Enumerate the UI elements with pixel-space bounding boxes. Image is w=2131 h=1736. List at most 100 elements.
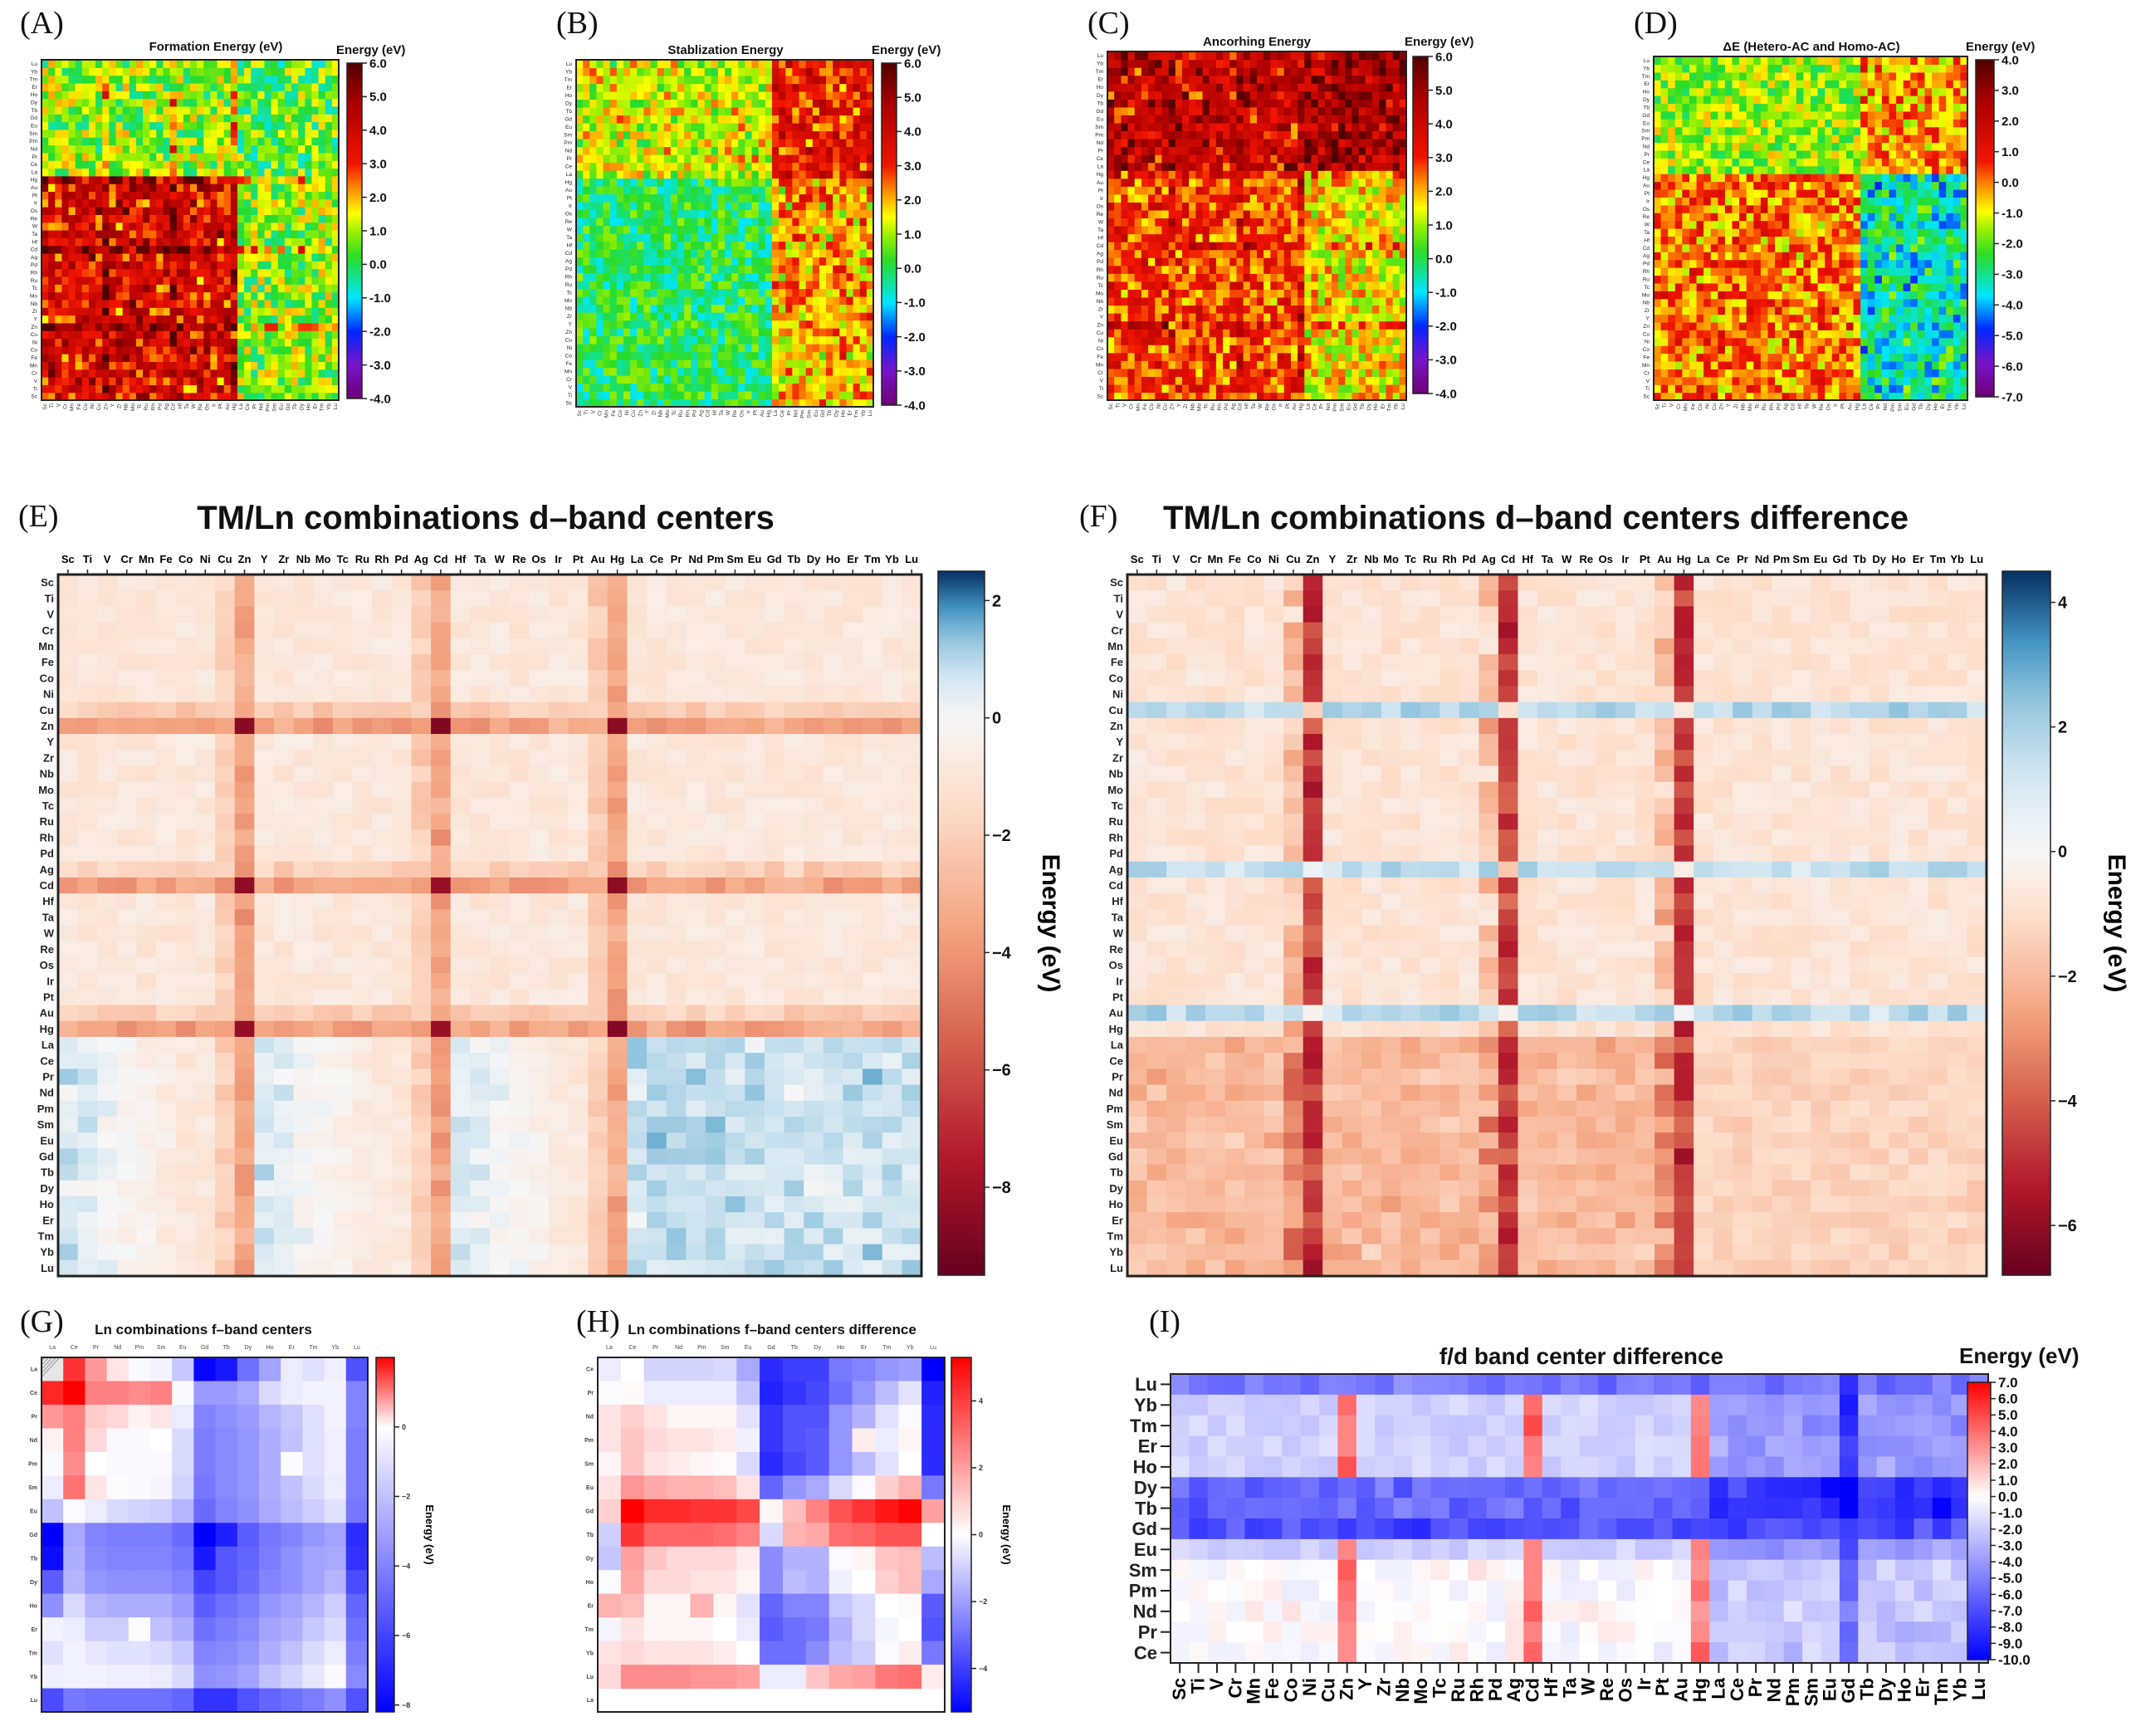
heatmap-cell xyxy=(163,175,171,184)
heatmap-cell xyxy=(616,272,624,281)
heatmap-cell xyxy=(284,152,292,161)
heatmap-cell xyxy=(1175,296,1183,306)
col-tick-label: Dy xyxy=(299,403,305,410)
heatmap-cell xyxy=(630,123,638,132)
heatmap-cell xyxy=(48,354,56,363)
heatmap-cell xyxy=(846,115,854,124)
heatmap-cell xyxy=(318,345,326,355)
heatmap-cell xyxy=(284,191,292,200)
heatmap-cell xyxy=(1141,289,1149,298)
heatmap-cell xyxy=(583,296,590,306)
heatmap-cell xyxy=(637,115,644,124)
heatmap-cell xyxy=(717,367,726,376)
heatmap-cell xyxy=(1195,296,1204,306)
heatmap-cell xyxy=(650,249,658,258)
heatmap-cell xyxy=(156,198,164,208)
heatmap-cell xyxy=(271,183,279,193)
col-tick-label: Hf xyxy=(712,410,718,416)
heatmap-cell xyxy=(95,338,103,347)
heatmap-cell xyxy=(779,186,786,195)
heatmap-cell xyxy=(670,193,678,203)
heatmap-cell xyxy=(1175,368,1183,377)
heatmap-cell xyxy=(765,272,773,281)
heatmap-cell xyxy=(657,375,665,384)
heatmap-cell xyxy=(663,123,672,132)
heatmap-cell xyxy=(751,170,760,179)
heatmap-cell xyxy=(1249,265,1258,274)
heatmap-cell xyxy=(1386,289,1394,298)
heatmap-cell xyxy=(81,98,90,107)
heatmap-cell xyxy=(799,241,807,250)
heatmap-cell xyxy=(298,338,305,347)
heatmap-cell xyxy=(1189,273,1196,282)
heatmap-cell xyxy=(758,209,766,218)
heatmap-cell xyxy=(1182,392,1190,401)
heatmap-cell xyxy=(271,207,279,215)
heatmap-cell xyxy=(135,168,144,177)
colorbar-tick-label: 4.0 xyxy=(904,125,921,139)
heatmap-cell xyxy=(833,367,840,376)
heatmap-cell xyxy=(779,193,786,203)
heatmap-cell xyxy=(55,392,63,401)
row-tick-label: Ti xyxy=(33,386,37,392)
heatmap-cell xyxy=(771,218,780,227)
heatmap-cell xyxy=(135,137,144,146)
heatmap-cell xyxy=(257,245,266,254)
row-tick-label: Cr xyxy=(32,371,38,377)
heatmap-cell xyxy=(122,299,130,308)
heatmap-cell xyxy=(785,225,793,234)
heatmap-cell xyxy=(812,91,820,100)
heatmap-cell xyxy=(745,351,753,360)
heatmap-cell xyxy=(717,265,726,274)
heatmap-cell xyxy=(244,345,252,355)
heatmap-cell xyxy=(623,186,631,195)
heatmap-cell xyxy=(75,98,83,107)
heatmap-cell xyxy=(805,391,814,400)
heatmap-cell xyxy=(583,312,590,321)
heatmap-cell xyxy=(826,76,833,85)
heatmap-cell xyxy=(1257,329,1264,338)
heatmap-cell xyxy=(765,296,773,306)
heatmap-cell xyxy=(169,284,178,293)
heatmap-cell xyxy=(866,115,874,124)
heatmap-cell xyxy=(576,391,584,400)
heatmap-cell xyxy=(677,375,685,384)
heatmap-cell xyxy=(183,284,191,293)
heatmap-cell xyxy=(697,60,706,69)
heatmap-cell xyxy=(1263,360,1271,369)
heatmap-cell xyxy=(115,222,124,231)
heatmap-cell xyxy=(812,193,820,203)
heatmap-cell xyxy=(284,299,292,308)
heatmap-cell xyxy=(1229,265,1238,274)
heatmap-cell xyxy=(163,377,171,385)
heatmap-cell xyxy=(1277,289,1285,298)
heatmap-cell xyxy=(1182,345,1190,354)
heatmap-cell xyxy=(1392,352,1400,361)
heatmap-cell xyxy=(1379,336,1387,345)
heatmap-cell xyxy=(331,230,340,238)
heatmap-cell xyxy=(217,307,225,316)
heatmap-cell xyxy=(758,257,766,266)
heatmap-cell xyxy=(1215,273,1224,282)
heatmap-cell xyxy=(670,281,678,290)
heatmap-cell xyxy=(1365,265,1373,274)
heatmap-cell xyxy=(68,245,76,254)
heatmap-cell xyxy=(55,105,63,115)
heatmap-cell xyxy=(284,291,292,301)
heatmap-cell xyxy=(751,320,760,329)
heatmap-cell xyxy=(1141,376,1149,385)
heatmap-cell xyxy=(637,107,644,116)
heatmap-cell xyxy=(697,91,706,100)
heatmap-cell xyxy=(691,218,699,227)
heatmap-cell xyxy=(745,375,753,384)
heatmap-cell xyxy=(1317,352,1326,361)
heatmap-cell xyxy=(61,230,70,238)
heatmap-cell xyxy=(223,245,232,254)
heatmap-cell xyxy=(115,369,124,378)
heatmap-cell xyxy=(109,144,117,154)
heatmap-cell xyxy=(1283,376,1292,385)
heatmap-cell xyxy=(1161,313,1170,322)
heatmap-cell xyxy=(663,249,672,258)
heatmap-cell xyxy=(284,67,292,76)
heatmap-cell xyxy=(717,178,726,187)
